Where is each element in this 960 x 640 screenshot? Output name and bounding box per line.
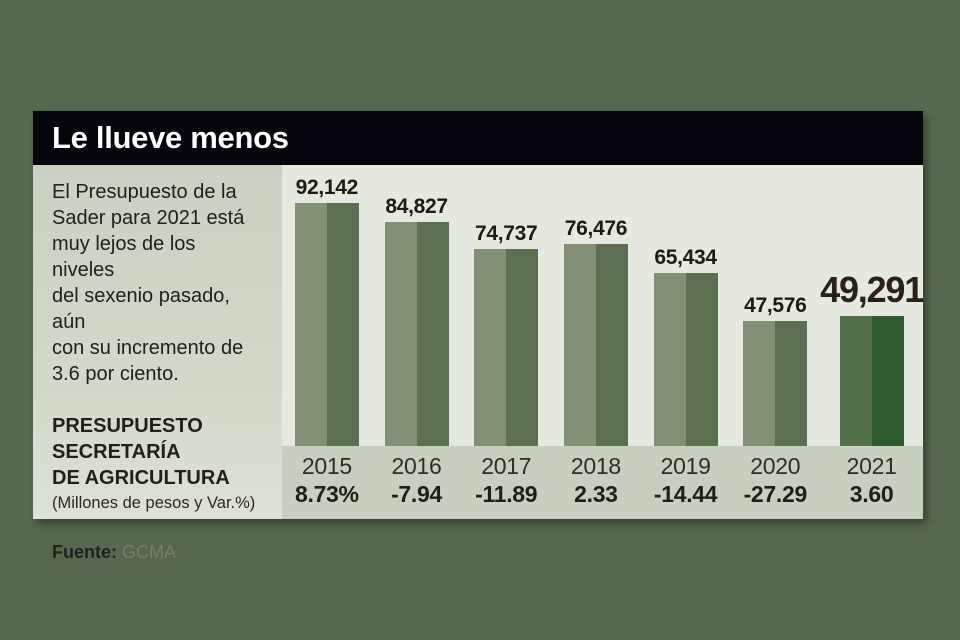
bar-column-2016: 84,827 2016 -7.94 (372, 165, 462, 519)
bar-column-2021: 49,291 2021 3.60 (820, 165, 924, 519)
axis-variation-label: -14.44 (653, 481, 718, 507)
bar-column-2020: 47,576 2020 -27.29 (730, 165, 820, 519)
axis-year-label: 2015 (301, 453, 352, 479)
page-title: Le llueve menos (52, 120, 289, 155)
axis-cell-2019: 2019 -14.44 (641, 446, 731, 519)
intro-line: Sader para 2021 está (52, 207, 245, 229)
axis-strip (282, 446, 923, 519)
axis-cell-2016: 2016 -7.94 (372, 446, 462, 519)
intro-line: con su incremento de (52, 337, 244, 359)
bar-value-label: 92,142 (295, 176, 359, 199)
bar-2019 (653, 273, 718, 446)
intro-line: del sexenio pasado, aún (52, 285, 230, 333)
card-header: Le llueve menos (33, 111, 923, 165)
bar-value-label: 74,737 (475, 222, 538, 245)
bar-column-2015: 92,142 2015 8.73% (282, 165, 372, 519)
subject-heading-line: DE AGRICULTURA (52, 467, 230, 489)
card-body: El Presupuesto de la Sader para 2021 est… (33, 165, 924, 562)
infographic-card: Le llueve menos El Presupuesto de la Sad… (33, 111, 924, 562)
axis-year-label: 2017 (481, 453, 532, 479)
axis-variation-label: 8.73% (294, 481, 359, 507)
bar-value-label: 47,576 (744, 294, 807, 317)
bar-value-label: 65,434 (654, 246, 717, 269)
intro-line: muy lejos de los niveles (52, 233, 196, 281)
source-label: Fuente: (52, 542, 117, 562)
axis-cell-2020: 2020 -27.29 (730, 446, 820, 519)
bar-2020 (743, 321, 808, 446)
axis-cell-2015: 2015 8.73% (282, 446, 372, 519)
bar-column-2018: 76,476 2018 2.33 (551, 165, 641, 519)
bar-columns: 92,142 2015 8.73% 84,827 2016 -7.94 74,737 2017… (282, 165, 924, 519)
axis-year-label: 2016 (391, 453, 442, 479)
bar-value-label: 76,476 (564, 217, 628, 240)
axis-variation-label: 3.60 (849, 481, 894, 507)
bar-column-2017: 74,737 2017 -11.89 (461, 165, 551, 519)
intro-line: El Presupuesto de la (52, 181, 237, 203)
unit-note: (Millones de pesos y Var.%) (52, 494, 256, 512)
axis-variation-label: 2.33 (574, 481, 618, 507)
axis-cell-2021: 2021 3.60 (820, 446, 923, 519)
axis-year-label: 2021 (846, 453, 897, 479)
bar-2016 (384, 222, 449, 446)
bar-2017 (474, 249, 539, 446)
axis-year-label: 2019 (660, 453, 711, 479)
side-panel: El Presupuesto de la Sader para 2021 est… (33, 165, 282, 562)
bar-2015 (294, 203, 359, 446)
bar-2021 (839, 316, 904, 446)
intro-line: 3.6 por ciento. (52, 363, 179, 385)
axis-variation-label: -7.94 (391, 481, 442, 507)
source-value: GCMA (122, 542, 177, 562)
axis-variation-label: -27.29 (743, 481, 808, 507)
intro-paragraph: El Presupuesto de la Sader para 2021 est… (52, 179, 260, 387)
bar-value-label: 84,827 (385, 195, 448, 218)
bar-value-label: 49,291 (820, 269, 924, 310)
axis-year-label: 2020 (750, 453, 801, 479)
subject-heading-line: PRESUPUESTO (52, 415, 203, 437)
axis-variation-label: -11.89 (475, 481, 538, 507)
chart-area: 92,142 2015 8.73% 84,827 2016 -7.94 74,737 2017… (282, 165, 924, 519)
bar-2018 (563, 244, 628, 446)
source-line: Fuente: GCMA (52, 542, 260, 563)
axis-year-label: 2018 (570, 453, 621, 479)
axis-cell-2017: 2017 -11.89 (461, 446, 551, 519)
subject-heading-line: SECRETARÍA (52, 441, 181, 463)
axis-cell-2018: 2018 2.33 (551, 446, 641, 519)
bar-column-2019: 65,434 2019 -14.44 (641, 165, 731, 519)
subject-heading: PRESUPUESTO SECRETARÍA DE AGRICULTURA (52, 413, 260, 491)
